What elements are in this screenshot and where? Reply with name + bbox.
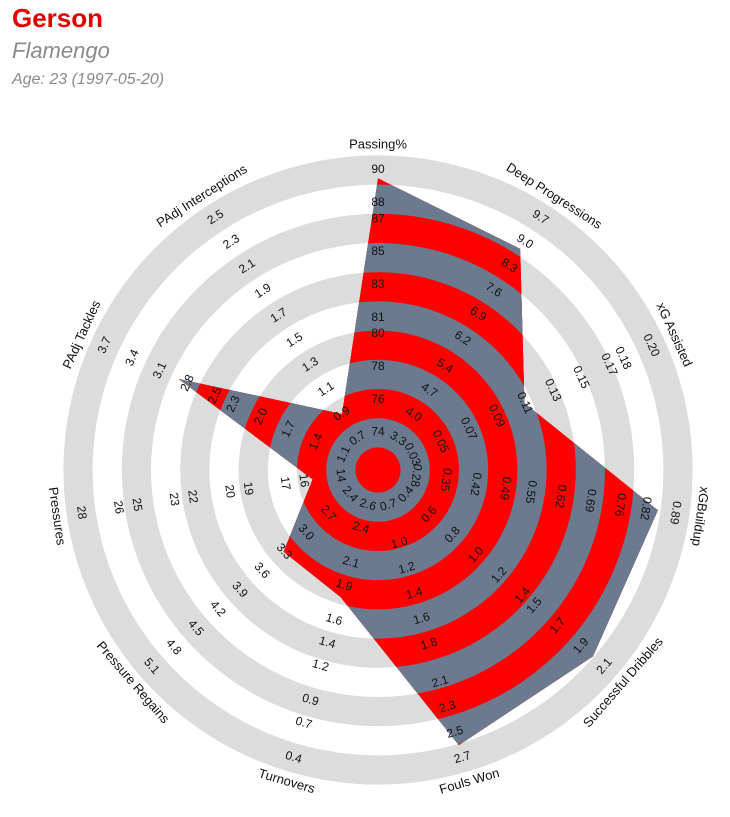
tick-label: 28	[74, 505, 90, 521]
tick-label: 1.4	[306, 431, 326, 452]
tick-label: 20	[222, 484, 238, 500]
tick-label: 2.5	[445, 723, 465, 741]
axis-label: Passing%	[349, 136, 407, 151]
tick-label: 0.9	[301, 691, 321, 709]
tick-label: 83	[371, 277, 385, 291]
tick-label: 0.4	[284, 748, 304, 766]
tick-label: 0.62	[552, 484, 569, 509]
tick-label: 1.6	[412, 609, 432, 627]
tick-label: 1.6	[324, 610, 344, 628]
tick-label: 3.4	[122, 347, 142, 368]
tick-label: 0.35	[438, 467, 455, 492]
tick-label: 0.42	[467, 472, 484, 497]
tick-label: 0.69	[582, 488, 599, 513]
annotation: Age: 23 (1997-05-20)	[11, 71, 164, 88]
tick-label: 22	[185, 489, 201, 505]
tick-label: 78	[371, 359, 385, 373]
tick-label: 2.0	[251, 406, 271, 427]
tick-label: 0.28	[408, 463, 425, 488]
tick-label: 0.7	[378, 495, 398, 513]
tick-label: 2.4	[351, 518, 371, 536]
tick-label: 88	[371, 195, 385, 209]
tick-label: 2.5	[205, 385, 225, 406]
tick-label: 1.8	[419, 634, 439, 652]
tick-label: 2.1	[430, 672, 450, 690]
tick-label: 16	[296, 473, 312, 489]
tick-label: 1.2	[397, 559, 417, 577]
tick-label: 14	[333, 468, 349, 484]
tick-label: 1.7	[278, 418, 298, 439]
axis-label: xGBuildup	[689, 486, 712, 548]
tick-label: 85	[371, 244, 385, 258]
tick-label: 1.9	[334, 576, 354, 594]
tick-label: 19	[241, 481, 257, 497]
tick-label: 87	[371, 211, 385, 225]
tick-label: 0.89	[667, 500, 684, 525]
stripe	[355, 447, 401, 493]
tick-label: 3.7	[95, 334, 115, 355]
tick-label: 2.3	[223, 393, 243, 414]
tick-label: 2.3	[437, 697, 457, 715]
tick-label: 1.1	[333, 443, 353, 464]
tick-label: 1.2	[311, 656, 331, 674]
tick-label: 76	[371, 392, 385, 406]
chart-title: Gerson	[12, 3, 103, 33]
tick-label: 3.1	[150, 359, 170, 380]
tick-label: 0.76	[612, 492, 629, 517]
tick-label: 0.82	[637, 496, 654, 521]
tick-label: 25	[130, 497, 146, 513]
tick-label: 80	[371, 326, 385, 340]
tick-label: 1.4	[404, 584, 424, 602]
tick-label: 0.49	[497, 476, 514, 501]
tick-label: 1.4	[317, 633, 337, 651]
chart-subtitle: Flamengo	[12, 38, 110, 63]
tick-label: 90	[371, 162, 385, 176]
tick-label: 0.55	[523, 479, 540, 504]
tick-label: 17	[278, 476, 294, 492]
tick-label: 26	[111, 500, 127, 516]
tick-label: 2.7	[452, 748, 472, 766]
tick-label: 81	[371, 310, 385, 324]
tick-label: 74	[371, 425, 385, 439]
tick-label: 23	[167, 492, 183, 508]
tick-label: 2.8	[177, 372, 197, 393]
tick-label: 2.6	[358, 495, 378, 513]
tick-label: 2.1	[341, 553, 361, 571]
tick-label: 1.0	[389, 533, 409, 551]
tick-label: 0.7	[294, 714, 314, 732]
